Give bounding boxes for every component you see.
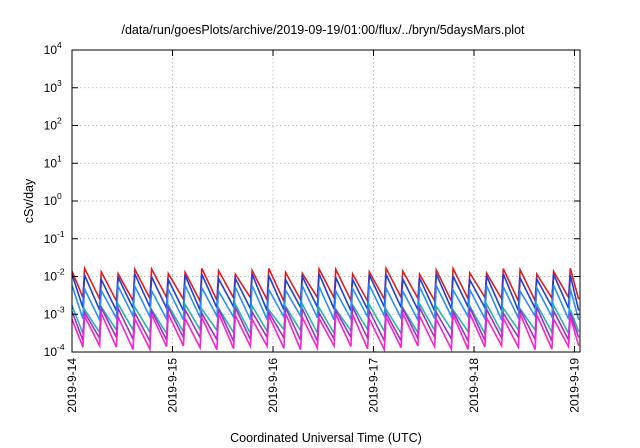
- y-tick-exponent: 1: [57, 153, 62, 163]
- y-tick-label: 10-3: [44, 304, 65, 321]
- chart-title: /data/run/goesPlots/archive/2019-09-19/0…: [121, 23, 525, 37]
- y-tick-exponent: 4: [57, 40, 62, 50]
- y-tick-label: 10-4: [44, 342, 65, 359]
- series-line: [71, 300, 580, 337]
- series-line: [71, 312, 580, 353]
- y-tick-label: 10-1: [44, 229, 65, 246]
- y-tick-exponent: -1: [57, 229, 65, 239]
- x-axis: 2019-9-14 2019-9-15 2019-9-16 2019-9-17 2019…: [65, 50, 582, 413]
- y-tick-label: 10-2: [44, 267, 65, 284]
- series-line: [71, 304, 580, 345]
- y-tick-exponent: -4: [57, 342, 65, 352]
- y-tick-label: 101: [44, 153, 62, 170]
- grid: [72, 50, 580, 352]
- x-tick-label: 2019-9-14: [65, 358, 79, 413]
- y-tick-label: 102: [44, 116, 62, 133]
- x-tick-label: 2019-9-15: [166, 358, 180, 413]
- x-tick-label: 2019-9-18: [467, 358, 481, 413]
- x-axis-label: Coordinated Universal Time (UTC): [230, 431, 422, 445]
- series-line: [71, 265, 580, 305]
- y-tick-label: 100: [44, 191, 62, 208]
- y-tick-label: 104: [44, 40, 62, 57]
- y-tick-exponent: 2: [57, 116, 62, 126]
- y-tick-exponent: 3: [57, 78, 62, 88]
- y-tick-exponent: 0: [57, 191, 62, 201]
- series-layer: [71, 265, 580, 353]
- y-axis-label: cSv/day: [22, 178, 36, 223]
- x-tick-label: 2019-9-16: [266, 358, 280, 413]
- y-tick-exponent: -2: [57, 267, 65, 277]
- series-line: [71, 282, 580, 324]
- y-tick-exponent: -3: [57, 304, 65, 314]
- series-line: [71, 273, 580, 313]
- x-tick-label: 2019-9-17: [367, 358, 381, 413]
- y-tick-label: 103: [44, 78, 62, 95]
- x-tick-label: 2019-9-19: [568, 358, 582, 413]
